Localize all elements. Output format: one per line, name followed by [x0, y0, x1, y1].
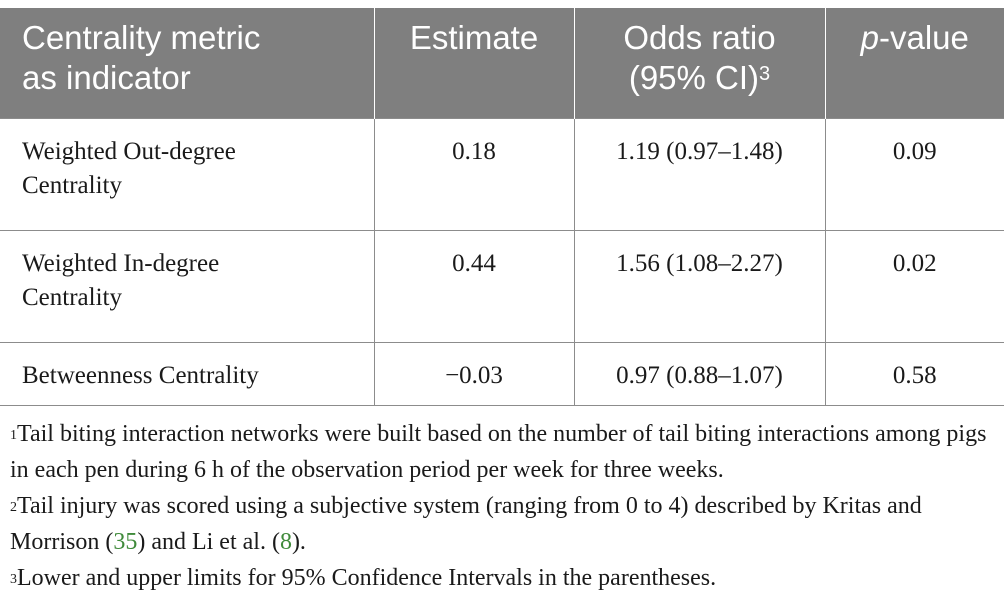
reference-link-35[interactable]: 35 — [113, 529, 138, 555]
header-metric: Centrality metric as indicator — [0, 8, 375, 118]
footnote-3: 3Lower and upper limits for 95% Confiden… — [10, 560, 1000, 596]
metric-line1: Weighted Out-degree — [22, 137, 236, 165]
footnote-1: 1Tail biting interaction networks were b… — [10, 416, 1000, 488]
table-row: Weighted In-degree Centrality 0.44 1.56 … — [0, 229, 1004, 343]
header-row: Centrality metric as indicator Estimate … — [0, 8, 1004, 118]
header-estimate: Estimate — [373, 8, 575, 118]
footnote-2: 2Tail injury was scored using a subjecti… — [10, 488, 1000, 560]
header-odds-line1: Odds ratio — [623, 19, 776, 56]
reference-link-8[interactable]: 8 — [279, 529, 292, 555]
cell-metric: Betweenness Centrality — [0, 341, 375, 406]
metric-line2: Centrality — [22, 283, 122, 311]
cell-metric: Weighted Out-degree Centrality — [0, 117, 375, 231]
metric-line2: Centrality — [22, 171, 122, 199]
header-metric-line1: Centrality metric — [22, 19, 261, 56]
footnote-3-text: Lower and upper limits for 95% Confidenc… — [17, 565, 717, 591]
table-row: Weighted Out-degree Centrality 0.18 1.19… — [0, 117, 1004, 231]
header-p-rest: -value — [878, 19, 969, 56]
header-p-value: p-value — [824, 8, 1004, 118]
footnote-1-marker: 1 — [10, 428, 17, 443]
cell-estimate: 0.18 — [373, 117, 575, 231]
table-row: Betweenness Centrality −0.03 0.97 (0.88–… — [0, 341, 1004, 406]
footnote-2-text-a: Tail injury was scored using a subjectiv… — [10, 493, 922, 555]
footnote-2-text-b: ) and Li et al. ( — [137, 529, 280, 555]
cell-metric: Weighted In-degree Centrality — [0, 229, 375, 343]
cell-odds-ratio: 1.56 (1.08–2.27) — [573, 229, 826, 343]
metric-line1: Betweenness Centrality — [22, 361, 259, 389]
header-odds-footnote-marker: 3 — [759, 63, 771, 85]
footnote-3-marker: 3 — [10, 572, 17, 587]
header-odds-ratio: Odds ratio (95% CI)3 — [573, 8, 826, 118]
cell-p-value: 0.02 — [824, 229, 1004, 343]
cell-odds-ratio: 0.97 (0.88–1.07) — [573, 341, 826, 406]
cell-p-value: 0.58 — [824, 341, 1004, 406]
header-estimate-label: Estimate — [409, 19, 539, 56]
header-metric-line2: as indicator — [22, 59, 191, 96]
footnote-2-marker: 2 — [10, 500, 17, 515]
centrality-table: Centrality metric as indicator Estimate … — [0, 8, 1004, 406]
footnote-2-text-c: ). — [291, 529, 306, 555]
cell-estimate: −0.03 — [373, 341, 575, 406]
metric-line1: Weighted In-degree — [22, 249, 220, 277]
cell-estimate: 0.44 — [373, 229, 575, 343]
header-p-italic: p — [860, 19, 879, 56]
header-odds-line2: (95% CI) — [628, 59, 760, 96]
cell-odds-ratio: 1.19 (0.97–1.48) — [573, 117, 826, 231]
footnotes: 1Tail biting interaction networks were b… — [10, 416, 1000, 596]
footnote-1-text: Tail biting interaction networks were bu… — [10, 421, 987, 483]
cell-p-value: 0.09 — [824, 117, 1004, 231]
